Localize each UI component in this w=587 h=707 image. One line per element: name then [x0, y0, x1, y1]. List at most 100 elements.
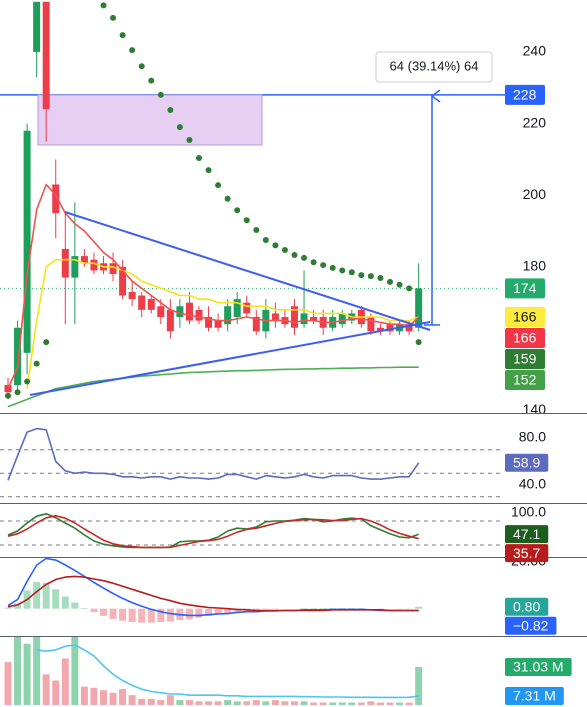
bar [100, 690, 107, 705]
bar [252, 608, 260, 610]
bar [195, 701, 203, 705]
price-label: −0.82 [513, 618, 549, 634]
candle-body [415, 288, 423, 328]
candle-body [61, 248, 69, 278]
sar-dot [157, 91, 164, 98]
sar-dot [33, 360, 40, 367]
sar-dot [367, 273, 374, 280]
bar [233, 701, 241, 705]
price-label: 228 [513, 87, 537, 103]
series-line [7, 515, 419, 549]
sar-dot [339, 267, 346, 274]
price-label-box [505, 453, 549, 472]
price-label-box [505, 370, 545, 391]
panel [4, 558, 423, 623]
price-label-box [505, 544, 549, 563]
bar [185, 700, 193, 705]
bar [80, 607, 88, 609]
sar-dot [176, 124, 183, 131]
panel-back [0, 520, 500, 546]
range-box [37, 94, 263, 146]
price-label-box [505, 278, 545, 299]
price-label: 31.03 M [513, 659, 564, 675]
bar [128, 608, 136, 622]
bar [291, 701, 298, 705]
bar [4, 662, 12, 705]
series-line [7, 366, 419, 408]
price-label-box [505, 687, 564, 706]
series-line [7, 575, 419, 612]
sar-dot [377, 274, 384, 281]
bar [214, 608, 222, 615]
sar-dot [205, 167, 212, 174]
candle-body [376, 327, 384, 332]
bar [310, 702, 318, 705]
sar-dot [167, 106, 174, 113]
bar [281, 701, 289, 705]
bar [367, 701, 375, 705]
bar [100, 608, 107, 616]
price-label: 47.1 [513, 526, 540, 542]
price-label: 35.7 [513, 545, 540, 561]
y-tick-label: 220 [523, 114, 547, 130]
bar [147, 608, 155, 623]
bar [262, 701, 270, 705]
price-label-box [505, 616, 557, 635]
sar-dot [253, 226, 260, 233]
bar [128, 695, 136, 705]
panel [7, 513, 419, 549]
sar-dot [5, 392, 11, 399]
sar-dot [110, 14, 117, 21]
candle-body [405, 324, 413, 332]
candle-body [300, 313, 308, 325]
bar [310, 607, 318, 609]
y-tick-label: 200 [523, 186, 547, 202]
trend-line [64, 211, 431, 331]
sar-dot [24, 378, 31, 385]
bar [357, 702, 365, 705]
sar-dot [291, 252, 298, 259]
bar [415, 666, 423, 705]
panel [7, 427, 420, 481]
series-line [7, 183, 420, 389]
bar [157, 700, 165, 705]
sar-dot [387, 278, 393, 285]
price-label-box [505, 84, 545, 105]
sar-dot [262, 236, 269, 243]
candle-body [367, 317, 375, 332]
candle-body [224, 306, 232, 325]
bar [80, 686, 88, 705]
bar [90, 608, 98, 613]
sar-dot [348, 269, 355, 276]
candle-body [14, 327, 22, 386]
sar-dot [272, 242, 279, 249]
sar-dot [100, 2, 107, 9]
sar-dot [396, 281, 403, 288]
sar-dot [129, 47, 136, 54]
price-label: 174 [513, 280, 537, 296]
price-label: 159 [513, 351, 537, 367]
sar-dot [329, 264, 336, 271]
bar [405, 702, 413, 705]
bar [52, 680, 60, 705]
candle-body [243, 302, 251, 314]
candle-body [80, 256, 88, 264]
sar-dot [320, 262, 327, 269]
bar [415, 606, 423, 609]
bar [52, 589, 60, 609]
bar [205, 608, 213, 616]
bar [138, 608, 146, 623]
price-label: 166 [513, 309, 537, 325]
series-line [7, 513, 419, 549]
bar [71, 637, 79, 705]
sar-dot [301, 254, 308, 261]
bar [185, 608, 193, 620]
candle-body [252, 317, 260, 332]
bar [376, 702, 384, 705]
candle-body [42, 1, 50, 110]
candle-body [147, 299, 155, 310]
price-label: 152 [513, 372, 537, 388]
candle-body [4, 385, 12, 393]
sar-dot [281, 247, 288, 254]
